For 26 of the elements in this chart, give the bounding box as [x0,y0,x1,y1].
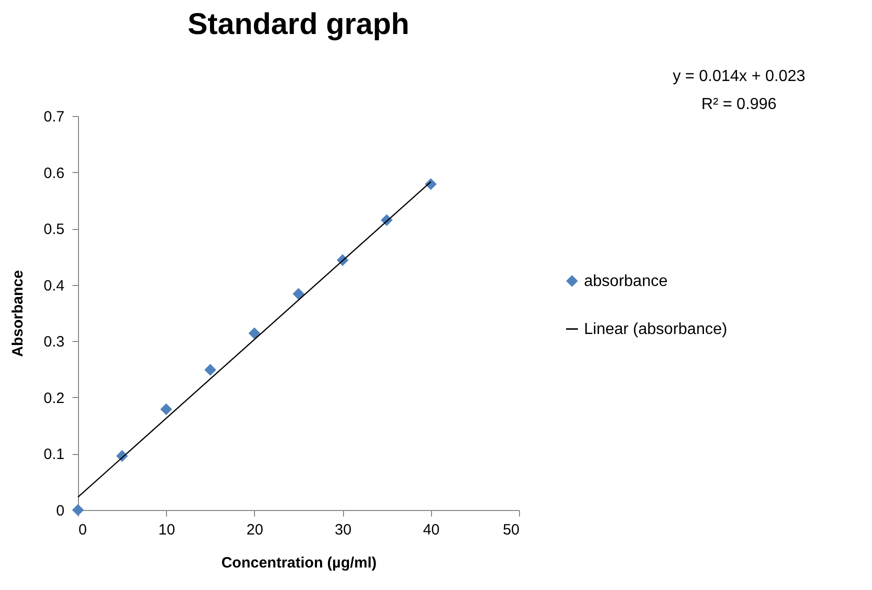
point [204,364,216,376]
x-tick-label: 50 [502,522,520,538]
y-tick-label: 0.5 [44,221,64,238]
point [248,327,260,340]
y-tick-label: 0 [56,502,64,520]
x-axis-title: Concentration (µg/ml) [221,554,377,572]
x-tick-label: 40 [422,522,440,538]
y-tick-label: 0.1 [44,446,64,464]
point [160,403,172,416]
y-tick-label: 0.3 [44,334,64,351]
y-tick-label: 0.4 [44,277,64,294]
y-tick-label: 0.2 [44,390,64,407]
legend-label: absorbance [584,273,668,290]
y-tick-label: 0.6 [44,164,64,182]
x-tick-label: 20 [246,522,264,538]
legend-label: Linear (absorbance) [584,321,728,338]
point [292,288,304,300]
chart-title: Standard graph [188,8,410,41]
x-tick-label: 0 [78,522,87,538]
y-axis-title: Absorbance [10,270,27,357]
point [424,178,437,190]
text: R² = 0.996 [701,96,777,113]
x-tick-label: 30 [334,522,352,538]
y-tick-label: 0.7 [44,108,64,126]
text: y = 0.014x + 0.023 [672,68,806,85]
x-tick-label: 10 [158,522,176,538]
